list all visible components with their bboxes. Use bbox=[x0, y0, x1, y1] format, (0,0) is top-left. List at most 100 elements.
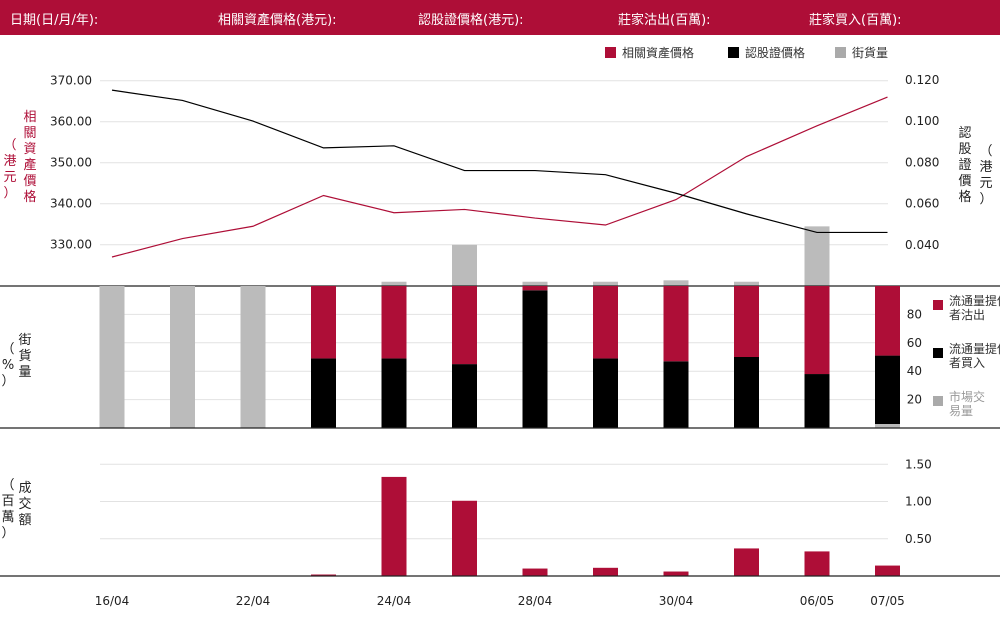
side-legend-buy: 流通量提供者買入 bbox=[933, 342, 1000, 372]
outstanding-bar bbox=[593, 281, 618, 286]
legend-underlying-label: 相關資產價格 bbox=[622, 46, 695, 60]
legend-underlying: 相關資產價格 bbox=[605, 44, 694, 61]
right-axis-title: 認股證價格 bbox=[957, 126, 973, 206]
side-legend-buy-swatch bbox=[933, 348, 943, 358]
right-axis-unit-char: 港 bbox=[979, 160, 993, 175]
right-axis-title-char: 證 bbox=[958, 158, 972, 173]
turnover-bar bbox=[804, 551, 830, 576]
issuer-sell-bar bbox=[522, 286, 548, 291]
issuer-buy-bar bbox=[311, 358, 336, 428]
bottom-tick-label: 0.50 bbox=[905, 532, 932, 546]
issuer-sell-bar bbox=[734, 286, 759, 357]
bottom-tick-label: 1.00 bbox=[905, 495, 932, 509]
issuer-buy-bar bbox=[381, 358, 407, 428]
x-tick-label: 06/05 bbox=[800, 594, 835, 608]
legend-outstanding: 街貨量 bbox=[835, 44, 888, 61]
outstanding-axis-unit: （%） bbox=[0, 342, 16, 390]
issuer-buy-bar bbox=[593, 358, 618, 428]
left-axis-title-char: 相 bbox=[23, 110, 37, 125]
middle-tick-label: 20 bbox=[907, 393, 922, 407]
outstanding-axis-title-char: 街 bbox=[18, 333, 32, 348]
x-tick-label: 16/04 bbox=[95, 594, 130, 608]
turnover-bar bbox=[663, 571, 689, 576]
outstanding-axis-unit-char: （ bbox=[1, 342, 15, 357]
market-volume-bar bbox=[99, 286, 125, 428]
turnover-axis-unit-char: 百 bbox=[1, 494, 15, 509]
turnover-axis-title-char: 成 bbox=[18, 481, 32, 496]
right-axis-title-char: 格 bbox=[958, 190, 972, 205]
outstanding-axis-title-char: 貨 bbox=[18, 349, 32, 364]
legend-underlying-swatch bbox=[605, 47, 616, 58]
outstanding-axis-title: 街貨量 bbox=[17, 333, 33, 381]
side-legend-market-swatch bbox=[933, 396, 943, 406]
issuer-sell-label: 莊家沽出(百萬): bbox=[618, 13, 711, 28]
left-tick-label: 350.00 bbox=[50, 156, 92, 170]
issuer-sell-bar bbox=[875, 286, 900, 356]
warrant-price-line bbox=[111, 89, 888, 234]
turnover-bar bbox=[311, 574, 336, 576]
left-tick-label: 330.00 bbox=[50, 238, 92, 252]
left-axis-unit-char: 元 bbox=[3, 170, 17, 185]
turnover-bar bbox=[452, 500, 477, 576]
x-tick-label: 28/04 bbox=[518, 594, 553, 608]
turnover-axis-unit-char: （ bbox=[1, 478, 15, 493]
x-tick-label: 24/04 bbox=[377, 594, 412, 608]
left-axis-title-char: 格 bbox=[23, 190, 37, 205]
left-axis-title: 相關資產價格 bbox=[22, 110, 38, 206]
right-axis-unit: （港元） bbox=[978, 144, 994, 208]
right-axis-unit-char: 元 bbox=[979, 176, 993, 191]
left-tick-label: 370.00 bbox=[50, 74, 92, 88]
turnover-bar bbox=[875, 565, 900, 576]
right-axis-unit-char: （ bbox=[979, 144, 993, 159]
issuer-buy-bar bbox=[804, 374, 830, 428]
issuer-buy-label: 莊家買入(百萬): bbox=[809, 13, 902, 28]
right-axis-title-char: 股 bbox=[958, 142, 972, 157]
issuer-buy-bar bbox=[522, 290, 548, 428]
legend-outstanding-swatch bbox=[835, 47, 846, 58]
left-axis-title-char: 產 bbox=[23, 158, 37, 173]
warrant-price-label: 認股證價格(港元): bbox=[418, 13, 524, 28]
left-tick-label: 360.00 bbox=[50, 115, 92, 129]
middle-tick-label: 40 bbox=[907, 364, 922, 378]
turnover-bar bbox=[734, 548, 759, 576]
outstanding-bar bbox=[734, 281, 759, 286]
left-axis-unit-char: 港 bbox=[3, 154, 17, 169]
issuer-sell-bar bbox=[381, 286, 407, 359]
middle-tick-label: 60 bbox=[907, 336, 922, 350]
date-label: 日期(日/月/年): bbox=[10, 13, 99, 28]
issuer-buy-bar bbox=[663, 361, 689, 428]
underlying-price-line bbox=[111, 96, 888, 258]
turnover-axis-unit-char: 萬 bbox=[1, 510, 15, 525]
legend-warrant: 認股證價格 bbox=[728, 44, 805, 61]
outstanding-bar bbox=[452, 244, 477, 286]
issuer-sell-bar bbox=[804, 286, 830, 375]
left-axis-unit-char: （ bbox=[3, 138, 17, 153]
x-tick-label: 30/04 bbox=[659, 594, 694, 608]
left-axis-unit: （港元） bbox=[2, 138, 18, 202]
outstanding-bar bbox=[522, 281, 548, 286]
issuer-sell-bar bbox=[452, 286, 477, 365]
market-volume-bar bbox=[240, 286, 266, 428]
middle-tick-label: 80 bbox=[907, 307, 922, 321]
issuer-buy-bar bbox=[452, 364, 477, 428]
summary-header: 日期(日/月/年): 相關資產價格(港元): 認股證價格(港元): 莊家沽出(百… bbox=[0, 0, 1000, 35]
side-legend-sell-label: 流通量提供者沽出 bbox=[949, 294, 1000, 322]
outstanding-axis-unit-char: ） bbox=[1, 374, 15, 389]
outstanding-bar bbox=[804, 226, 830, 286]
side-legend-sell: 流通量提供者沽出 bbox=[933, 294, 1000, 324]
issuer-buy-bar bbox=[734, 357, 759, 428]
turnover-bar bbox=[593, 567, 618, 576]
right-axis-unit-char: ） bbox=[979, 192, 993, 207]
issuer-sell-bar bbox=[663, 286, 689, 362]
side-legend-buy-label: 流通量提供者買入 bbox=[949, 342, 1000, 370]
right-tick-label: 0.060 bbox=[905, 197, 939, 211]
legend-outstanding-label: 街貨量 bbox=[852, 46, 889, 60]
left-axis-unit-char: ） bbox=[3, 186, 17, 201]
legend-warrant-label: 認股證價格 bbox=[745, 46, 806, 60]
outstanding-bar bbox=[663, 280, 689, 286]
turnover-axis-title-char: 額 bbox=[18, 513, 32, 528]
x-tick-label: 22/04 bbox=[236, 594, 271, 608]
issuer-sell-bar bbox=[311, 286, 336, 359]
right-tick-label: 0.100 bbox=[905, 114, 939, 128]
